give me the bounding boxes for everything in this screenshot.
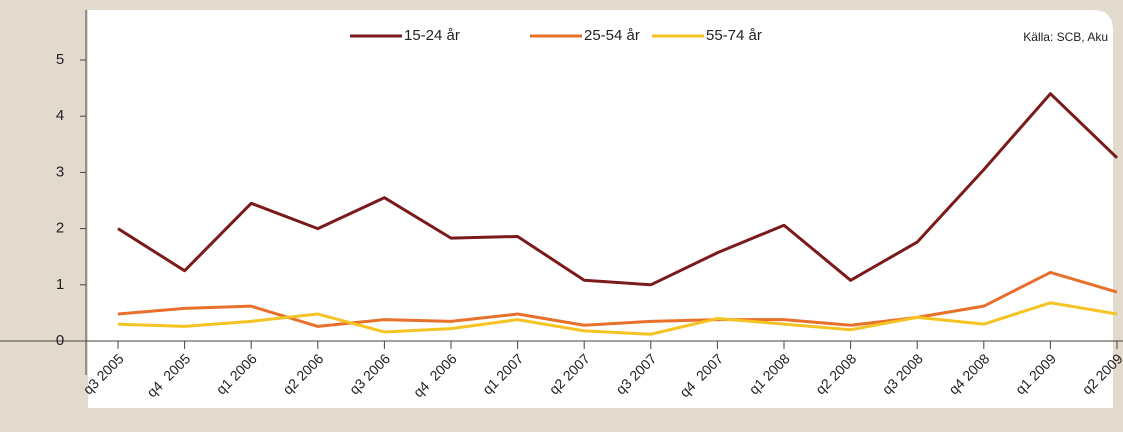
y-tick-label: 3 [56,163,64,180]
y-tick-label: 1 [56,276,64,293]
legend-label: 15-24 år [404,27,460,44]
line-series [117,92,1119,287]
y-tick-label: 5 [56,51,64,68]
plot-panel [88,10,1113,408]
legend-label: 25-54 år [584,27,640,44]
y-tick-label: 4 [56,107,64,124]
line-series [117,301,1118,336]
y-tick-label: 0 [56,332,64,349]
y-tick-label: 2 [56,220,64,237]
legend-label: 55-74 år [706,27,762,44]
source: Källa: SCB, Aku [1023,30,1108,44]
